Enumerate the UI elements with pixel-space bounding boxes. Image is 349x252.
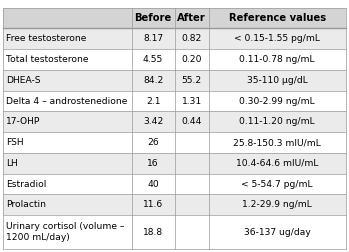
Bar	[174, 153, 209, 174]
Bar	[3, 215, 132, 249]
Text: LH: LH	[6, 159, 18, 168]
Text: FSH: FSH	[6, 138, 24, 147]
Text: 2.1: 2.1	[146, 97, 161, 106]
Bar	[132, 153, 174, 174]
Text: 0.11-1.20 ng/mL: 0.11-1.20 ng/mL	[239, 117, 315, 126]
Text: Delta 4 – androstenedione: Delta 4 – androstenedione	[6, 97, 128, 106]
Text: < 5-54.7 pg/mL: < 5-54.7 pg/mL	[242, 180, 313, 188]
Bar	[174, 8, 209, 28]
Bar	[3, 8, 132, 28]
Bar	[174, 49, 209, 70]
Text: 26: 26	[147, 138, 159, 147]
Bar	[209, 132, 346, 153]
Text: 35-110 μg/dL: 35-110 μg/dL	[247, 76, 307, 85]
Text: 84.2: 84.2	[143, 76, 163, 85]
Bar	[3, 49, 132, 70]
Bar	[174, 111, 209, 132]
Bar	[132, 70, 174, 91]
Text: 55.2: 55.2	[181, 76, 202, 85]
Bar	[132, 91, 174, 111]
Text: 40: 40	[147, 180, 159, 188]
Bar	[209, 91, 346, 111]
Bar	[3, 174, 132, 195]
Bar	[132, 49, 174, 70]
Bar	[209, 111, 346, 132]
Text: Free testosterone: Free testosterone	[6, 34, 87, 43]
Bar	[209, 174, 346, 195]
Text: 0.30-2.99 ng/mL: 0.30-2.99 ng/mL	[239, 97, 315, 106]
Text: 8.17: 8.17	[143, 34, 163, 43]
Text: Urinary cortisol (volume –
1200 mL/day): Urinary cortisol (volume – 1200 mL/day)	[6, 222, 125, 242]
Text: After: After	[177, 13, 206, 23]
Text: 18.8: 18.8	[143, 228, 163, 237]
Bar	[132, 28, 174, 49]
Bar	[209, 70, 346, 91]
Text: 3.42: 3.42	[143, 117, 163, 126]
Bar	[3, 153, 132, 174]
Bar	[3, 28, 132, 49]
Text: 11.6: 11.6	[143, 200, 163, 209]
Text: 0.11-0.78 ng/mL: 0.11-0.78 ng/mL	[239, 55, 315, 64]
Bar	[174, 132, 209, 153]
Text: Estradiol: Estradiol	[6, 180, 47, 188]
Bar	[174, 215, 209, 249]
Bar	[132, 8, 174, 28]
Bar	[174, 70, 209, 91]
Text: 0.20: 0.20	[181, 55, 202, 64]
Bar	[132, 111, 174, 132]
Text: DHEA-S: DHEA-S	[6, 76, 41, 85]
Bar	[209, 153, 346, 174]
Text: Total testosterone: Total testosterone	[6, 55, 89, 64]
Bar	[209, 215, 346, 249]
Text: Before: Before	[134, 13, 172, 23]
Bar	[3, 132, 132, 153]
Text: 16: 16	[147, 159, 159, 168]
Text: 1.31: 1.31	[181, 97, 202, 106]
Bar	[174, 195, 209, 215]
Bar	[174, 91, 209, 111]
Text: 25.8-150.3 mIU/mL: 25.8-150.3 mIU/mL	[233, 138, 321, 147]
Text: 1.2-29.9 ng/mL: 1.2-29.9 ng/mL	[242, 200, 312, 209]
Text: 4.55: 4.55	[143, 55, 163, 64]
Bar	[209, 49, 346, 70]
Bar	[209, 195, 346, 215]
Bar	[174, 174, 209, 195]
Text: Reference values: Reference values	[229, 13, 326, 23]
Bar	[174, 28, 209, 49]
Text: 0.44: 0.44	[181, 117, 202, 126]
Bar	[209, 8, 346, 28]
Bar	[3, 111, 132, 132]
Bar	[132, 132, 174, 153]
Bar	[132, 195, 174, 215]
Bar	[132, 215, 174, 249]
Text: < 0.15-1.55 pg/mL: < 0.15-1.55 pg/mL	[234, 34, 320, 43]
Bar	[3, 91, 132, 111]
Text: 36-137 ug/day: 36-137 ug/day	[244, 228, 311, 237]
Text: 0.82: 0.82	[181, 34, 202, 43]
Text: 10.4-64.6 mIU/mL: 10.4-64.6 mIU/mL	[236, 159, 318, 168]
Bar	[3, 195, 132, 215]
Bar	[3, 70, 132, 91]
Bar	[132, 174, 174, 195]
Bar	[209, 28, 346, 49]
Text: Prolactin: Prolactin	[6, 200, 46, 209]
Text: 17-OHP: 17-OHP	[6, 117, 40, 126]
